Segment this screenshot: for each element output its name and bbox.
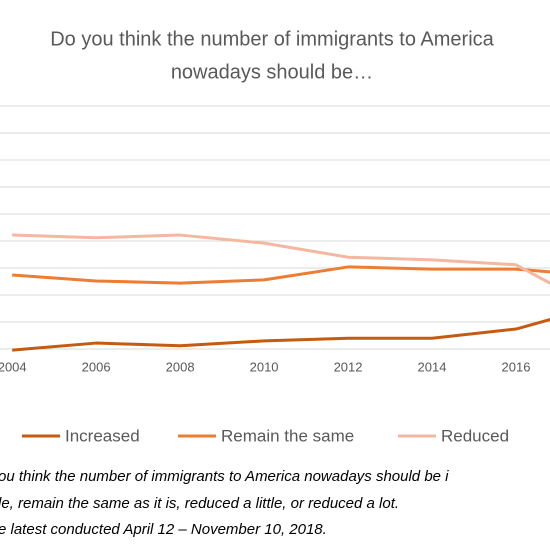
x-tick-label: 2004 [0, 359, 27, 374]
series-line [12, 265, 550, 285]
chart-title: nowadays should be… [171, 61, 373, 83]
x-tick-label: 2010 [250, 359, 279, 374]
x-tick-label: 2006 [82, 359, 111, 374]
caption: le, remain the same as it is, reduced a … [0, 495, 399, 512]
x-tick-label: 2014 [418, 359, 447, 374]
x-tick-label: 2008 [166, 359, 195, 374]
caption: ou think the number of immigrants to Ame… [0, 468, 449, 485]
chart-title: Do you think the number of immigrants to… [50, 28, 494, 50]
legend-label: Reduced [441, 426, 509, 445]
x-tick-label: 2012 [334, 359, 363, 374]
series-line [12, 233, 550, 285]
x-tick-label: 2016 [502, 359, 531, 374]
legend-label: Increased [65, 426, 140, 445]
legend-label: Remain the same [221, 426, 354, 445]
series-line [12, 318, 550, 352]
caption: e latest conducted April 12 – November 1… [0, 521, 327, 538]
